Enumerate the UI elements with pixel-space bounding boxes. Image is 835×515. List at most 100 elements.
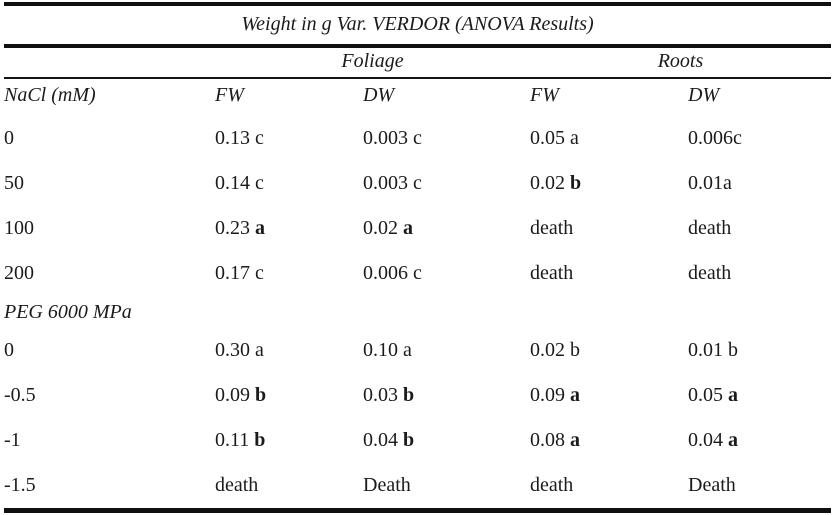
cell-value: 0.003 c [363, 172, 422, 194]
data-cell: 0.003 c [363, 161, 530, 206]
table-title: Weight in g Var. VERDOR (ANOVA Results) [4, 4, 831, 48]
cell-value: 0.02 b [530, 339, 580, 361]
group-header-roots: Roots [530, 46, 831, 79]
data-cell: 0.17 c [215, 251, 363, 296]
column-header-nacl: NaCl (mM) [4, 84, 96, 106]
data-cell: 0.006c [688, 116, 831, 161]
data-cell: 0.03 b [363, 373, 530, 418]
table-head: Weight in g Var. VERDOR (ANOVA Results) … [4, 4, 831, 116]
data-cell: death [530, 463, 688, 511]
significance-letter-bold: b [254, 429, 266, 451]
significance-letter-bold: a [255, 217, 265, 239]
data-cell: 0.04 b [363, 418, 530, 463]
data-cell: 0.09 a [530, 373, 688, 418]
cell-value: 0.04 [688, 429, 728, 451]
cell-value: 0.09 [530, 384, 570, 406]
cell-value: 0.003 c [363, 127, 422, 149]
row-label: -1 [4, 429, 21, 451]
title-row: Weight in g Var. VERDOR (ANOVA Results) [4, 4, 831, 48]
cell-value: 0.006c [688, 127, 742, 149]
table-row: -0.5 0.09 b 0.03 b 0.09 a 0.05 a [4, 373, 831, 418]
section-label: PEG 6000 MPa [4, 301, 132, 323]
table-row: -1.5 death Death death Death [4, 463, 831, 511]
table-row: 50 0.14 c 0.003 c 0.02 b 0.01a [4, 161, 831, 206]
row-label: 0 [4, 127, 14, 149]
data-cell: 0.05 a [530, 116, 688, 161]
column-header-foliage-dw: DW [363, 84, 395, 106]
cell-value: death [530, 474, 574, 496]
significance-letter-bold: a [570, 429, 580, 451]
column-header-row: NaCl (mM) FW DW FW DW [4, 78, 831, 116]
cell-value: 0.17 c [215, 262, 264, 284]
table-row: -1 0.11 b 0.04 b 0.08 a 0.04 a [4, 418, 831, 463]
cell-value: death [688, 262, 732, 284]
cell-value: Death [363, 474, 411, 496]
cell-value: 0.05 a [530, 127, 579, 149]
cell-value: death [530, 217, 574, 239]
data-cell: 0.04 a [688, 418, 831, 463]
cell-value: 0.23 [215, 217, 255, 239]
data-cell: 0.003 c [363, 116, 530, 161]
row-label: 200 [4, 262, 34, 284]
row-label: 50 [4, 172, 24, 194]
data-cell: death [530, 206, 688, 251]
cell-value: 0.03 [363, 384, 403, 406]
cell-value: 0.11 [215, 429, 255, 451]
anova-results-table: Weight in g Var. VERDOR (ANOVA Results) … [4, 2, 831, 513]
data-cell: 0.05 a [688, 373, 831, 418]
cell-value: death [215, 474, 259, 496]
cell-value: 0.09 [215, 384, 255, 406]
cell-value: 0.006 c [363, 262, 422, 284]
data-cell: 0.02 b [530, 328, 688, 373]
cell-value: 0.13 c [215, 127, 264, 149]
group-header-row: Foliage Roots [4, 46, 831, 79]
data-cell: 0.01 b [688, 328, 831, 373]
significance-letter-bold: a [403, 217, 413, 239]
significance-letter-bold: a [728, 429, 738, 451]
significance-letter-bold: b [255, 384, 267, 406]
data-cell: 0.23 a [215, 206, 363, 251]
column-header-foliage-fw: FW [215, 84, 244, 106]
data-cell: death [215, 463, 363, 511]
cell-value: death [688, 217, 732, 239]
data-cell: 0.13 c [215, 116, 363, 161]
table-body: 0 0.13 c 0.003 c 0.05 a 0.006c 50 0.14 c 0.003 … [4, 116, 831, 511]
table-row: 100 0.23 a 0.02 a death death [4, 206, 831, 251]
cell-value: 0.10 a [363, 339, 412, 361]
data-cell: 0.02 b [530, 161, 688, 206]
section-label-row: PEG 6000 MPa [4, 296, 831, 328]
data-cell: 0.02 a [363, 206, 530, 251]
table-row: 0 0.30 a 0.10 a 0.02 b 0.01 b [4, 328, 831, 373]
table-row: 200 0.17 c 0.006 c death death [4, 251, 831, 296]
cell-value: 0.05 [688, 384, 728, 406]
cell-value: 0.30 a [215, 339, 264, 361]
row-label: 100 [4, 217, 34, 239]
data-cell: death [530, 251, 688, 296]
cell-value: 0.01 b [688, 339, 738, 361]
cell-value: 0.08 [530, 429, 570, 451]
significance-letter-bold: a [570, 384, 580, 406]
column-header-roots-fw: FW [530, 84, 559, 106]
cell-value: 0.02 [363, 217, 403, 239]
table-row: 0 0.13 c 0.003 c 0.05 a 0.006c [4, 116, 831, 161]
cell-value: death [530, 262, 574, 284]
data-cell: 0.006 c [363, 251, 530, 296]
row-label: 0 [4, 339, 14, 361]
row-label: -0.5 [4, 384, 36, 406]
cell-value: 0.01a [688, 172, 732, 194]
data-cell: death [688, 251, 831, 296]
cell-value: 0.14 c [215, 172, 264, 194]
significance-letter-bold: b [403, 384, 415, 406]
data-cell: 0.01a [688, 161, 831, 206]
data-cell: death [688, 206, 831, 251]
group-header-spacer [4, 46, 215, 79]
data-cell: Death [688, 463, 831, 511]
cell-value: 0.02 [530, 172, 570, 194]
significance-letter-bold: a [728, 384, 738, 406]
data-cell: 0.09 b [215, 373, 363, 418]
row-label: -1.5 [4, 474, 36, 496]
cell-value: Death [688, 474, 736, 496]
data-cell: 0.10 a [363, 328, 530, 373]
data-cell: 0.14 c [215, 161, 363, 206]
